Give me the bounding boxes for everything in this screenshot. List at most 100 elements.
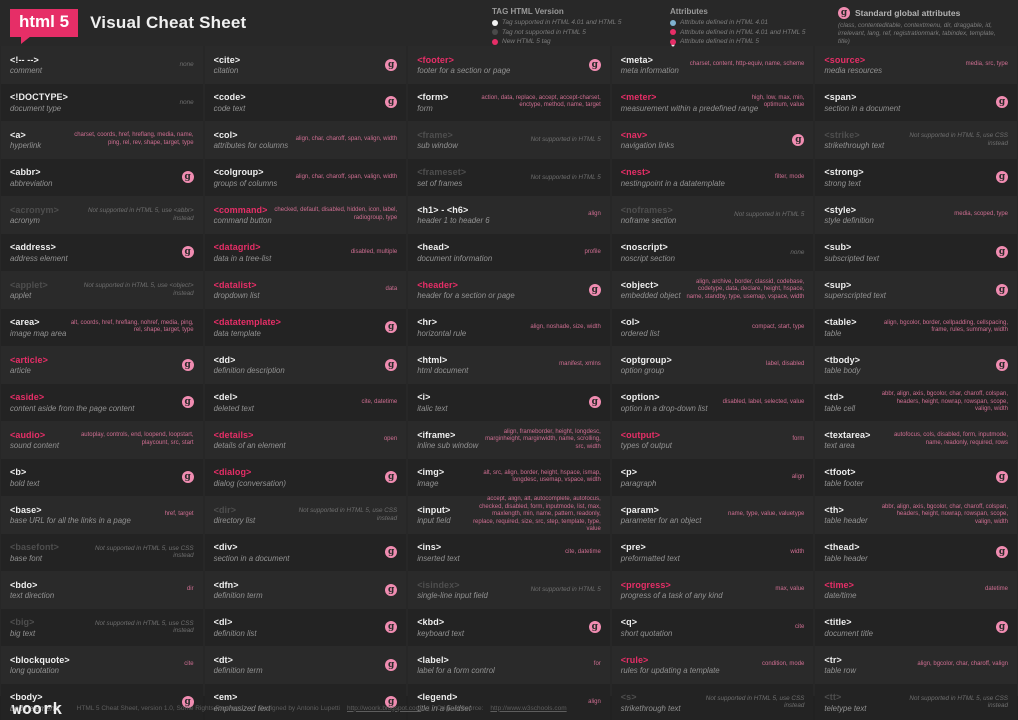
tag-attributes: alt, coords, href, hreflang, nohref, med… (70, 319, 194, 334)
global-attributes-badge-icon: g (385, 583, 398, 596)
global-attributes-badge-icon: g (181, 696, 194, 709)
tag-description: emphasized text (213, 703, 271, 713)
tag-description: single-line input field (417, 591, 488, 600)
tag-row: <legend> title in a fieldset align (408, 683, 610, 720)
tag-attributes: align, bgcolor, char, charoff, valign (917, 661, 1008, 667)
tag-row: <frameset> set of frames Not supported in … (408, 158, 610, 196)
tag-row: <meta> meta information charset, content, … (611, 46, 814, 84)
tag-entry-text: <head> document information (417, 242, 496, 263)
tag-name: <hr> (417, 317, 438, 327)
tag-row: <object> embedded object align, archive, b… (611, 271, 814, 309)
tag-entry-meta: align, bgcolor, border, cellpadding, cel… (861, 320, 1008, 335)
tag-name: <output> (620, 429, 661, 440)
tag-attributes: for (593, 661, 601, 667)
tag-description: date/time (824, 591, 857, 600)
tag-attributes: checked, default, disabled, hidden, icon… (274, 207, 398, 221)
tag-entry-text: <ins> inserted text (417, 542, 463, 563)
tag-description: definition term (213, 591, 263, 600)
tag-description: progress of a task of any kind (620, 591, 723, 600)
tag-entry-text: <acronym> acronym (10, 205, 63, 226)
tag-entry-text: <nest> nestingpoint in a datatemplate (621, 167, 729, 188)
tag-row: <pre> preformatted text width (611, 533, 814, 571)
tag-name: <label> (417, 654, 449, 665)
tag-entry-text: <applet> applet (10, 280, 52, 301)
tag-entry-meta: g (293, 546, 398, 559)
tag-name: <meter> (620, 92, 657, 102)
legend-dot-icon (670, 29, 676, 36)
tag-description: base URL for all the links in a page (10, 516, 131, 525)
html5-logo: html 5 (10, 9, 79, 44)
tag-entry-meta: filter, mode (729, 174, 804, 182)
tag-entry-meta: width (684, 549, 804, 557)
tag-description: html document (417, 366, 469, 375)
tag-name: <dl> (213, 617, 233, 627)
tag-entry-text: <h1> - <h6> header 1 to header 6 (417, 205, 493, 226)
tag-entry-meta: none (72, 99, 194, 107)
tag-description: option group (620, 366, 665, 375)
tag-row: <iframe> inline sub window align, framebor… (408, 421, 610, 459)
tag-attributes: profile (584, 248, 601, 255)
tag-note: Not supported in HTML 5, use CSS instead (95, 619, 194, 635)
legend-tag-version-title: TAG HTML Version (492, 7, 564, 16)
tag-entry-meta: align (660, 474, 805, 482)
tag-row: <colgroup> groups of columns align, char, … (204, 158, 407, 196)
tag-entry-meta: g (867, 471, 1008, 484)
tag-description: article (10, 366, 31, 375)
tag-description: dialog (conversation) (213, 478, 286, 488)
tag-entry-meta: abbr, align, axis, bgcolor, char, charof… (872, 504, 1008, 527)
tag-entry-text: <meta> meta information (621, 55, 683, 76)
tag-entry-meta: alt, coords, href, hreflang, nohref, med… (69, 320, 194, 335)
tag-name: <td> (824, 392, 844, 402)
tag-description: directory list (213, 516, 256, 525)
tag-entry-meta: g (868, 171, 1008, 184)
tag-entry-meta: autofocus, cols, disabled, form, inputmo… (874, 432, 1008, 447)
tag-name: <base> (10, 504, 42, 515)
global-attributes-badge-icon: g (385, 321, 398, 334)
tag-name: <dir> (213, 504, 237, 515)
tag-row: <div> section in a document g (204, 533, 407, 571)
tag-entry-text: <dialog> dialog (conversation) (214, 467, 290, 488)
footer-source-link[interactable]: http://www.w3schools.com (490, 704, 567, 712)
tag-entry-meta: abbr, align, axis, bgcolor, char, charof… (859, 391, 1008, 414)
tag-name: <time> (824, 579, 855, 590)
tag-attributes: autofocus, cols, disabled, form, inputmo… (893, 432, 1008, 446)
tag-description: address element (10, 253, 68, 263)
tag-description: document title (824, 628, 873, 638)
footer-text: HTML 5 Cheat Sheet, version 1.0, Some Ri… (76, 704, 567, 712)
tag-row: <blockquote> long quotation cite (1, 646, 203, 684)
tag-entry-text: <dt> definition term (214, 655, 267, 676)
tag-entry-text: <kbd> keyboard text (417, 617, 468, 638)
tag-entry-meta: g (267, 583, 398, 596)
tag-row: <isindex> single-line input field Not supp… (408, 571, 610, 609)
tag-name: <tr> (824, 654, 842, 665)
tag-entry-text: <a> hyperlink (10, 130, 45, 151)
tag-entry-meta: align, frameborder, height, longdesc, ma… (479, 429, 601, 452)
global-attributes-badge-icon: g (181, 246, 194, 259)
tag-entry-meta: none (46, 61, 194, 69)
tag-name: <i> (417, 392, 431, 402)
footer-designer-link[interactable]: http://woork.blogspot.com (347, 704, 422, 712)
tag-entry-text: <output> types of output (621, 430, 676, 451)
tag-entry-meta: g (883, 246, 1008, 259)
global-attributes-badge-icon: g (588, 621, 601, 634)
tag-entry-meta: Not supported in HTML 5, use CSS instead (888, 132, 1008, 147)
global-attributes-badge-icon: g (588, 283, 601, 296)
tag-name: <source> (824, 54, 866, 65)
tag-entry-meta: g (285, 321, 398, 334)
tag-attributes: href, target (164, 511, 194, 517)
tag-entry-text: <datatemplate> data template (214, 317, 285, 338)
tag-name: <big> (10, 617, 35, 627)
tag-entry-text: <pre> preformatted text (621, 542, 684, 563)
tag-entry-meta: g (72, 246, 194, 259)
global-attributes-badge-icon: g (588, 58, 601, 71)
tag-entry-meta: Not supported in HTML 5, use <object> in… (52, 282, 194, 297)
footer-credit: HTML 5 Cheat Sheet, version 1.0, Some Ri… (76, 704, 244, 712)
tag-row: <datatemplate> data template g (204, 308, 407, 346)
tag-name: <dialog> (213, 467, 252, 477)
tag-row: <em> emphasized text g (204, 683, 407, 720)
tag-grid: <!-- --> comment none <!DOCTYPE> document ty… (0, 46, 1018, 720)
tag-row: <acronym> acronym Not supported in HTML 5,… (1, 196, 203, 234)
tag-attributes: cite (184, 661, 194, 667)
tag-note: none (790, 248, 805, 256)
tag-description: noscript section (620, 253, 675, 263)
